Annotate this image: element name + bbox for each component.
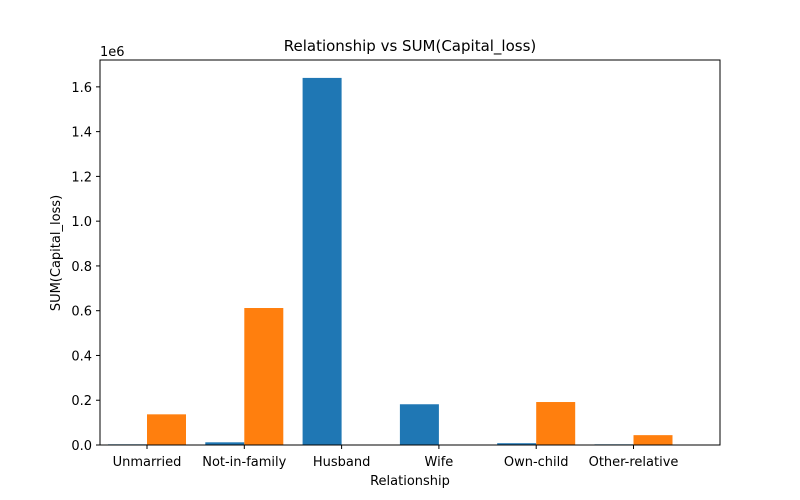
bar-series-1-wife: [399, 404, 439, 445]
y-tick-label: 0.4: [71, 349, 92, 364]
bar-series-2-other-relative: [633, 435, 673, 445]
x-tick-label: Not-in-family: [202, 455, 286, 470]
y-axis-label: SUM(Capital_loss): [49, 195, 64, 311]
x-tick-label: Wife: [425, 455, 454, 470]
y-axis-ticks: 0.0 0.2 0.4 0.6 0.8 1.0 1.2 1.4 1.6: [71, 81, 100, 454]
y-offset-text: 1e6: [100, 45, 125, 60]
y-tick-label: 1.6: [71, 81, 92, 96]
x-tick-label: Husband: [313, 455, 371, 470]
bar-series-2-unmarried: [147, 414, 186, 445]
bars-group: [108, 77, 673, 445]
bar-series-1-not-in-family: [205, 442, 245, 445]
y-tick-label: 0.0: [71, 439, 92, 454]
plot-frame: [99, 59, 721, 446]
x-axis-label: Relationship: [370, 474, 450, 489]
x-tick-label: Unmarried: [113, 455, 182, 470]
bar-series-2-own-child: [536, 402, 576, 445]
x-axis-ticks: Unmarried Not-in-family Husband Wife Own-chi…: [113, 445, 679, 470]
x-tick-label: Own-child: [504, 455, 569, 470]
bar-series-1-own-child: [497, 443, 537, 445]
bar-series-1-husband: [302, 77, 342, 445]
y-tick-label: 0.2: [71, 394, 92, 409]
x-tick-label: Other-relative: [589, 455, 679, 470]
y-tick-label: 1.4: [71, 126, 92, 141]
y-tick-label: 0.8: [71, 260, 92, 275]
y-tick-label: 1.0: [71, 215, 92, 230]
y-tick-label: 1.2: [71, 170, 92, 185]
chart-title: Relationship vs SUM(Capital_loss): [284, 37, 537, 56]
y-tick-label: 0.6: [71, 305, 92, 320]
bar-series-2-not-in-family: [244, 308, 284, 445]
